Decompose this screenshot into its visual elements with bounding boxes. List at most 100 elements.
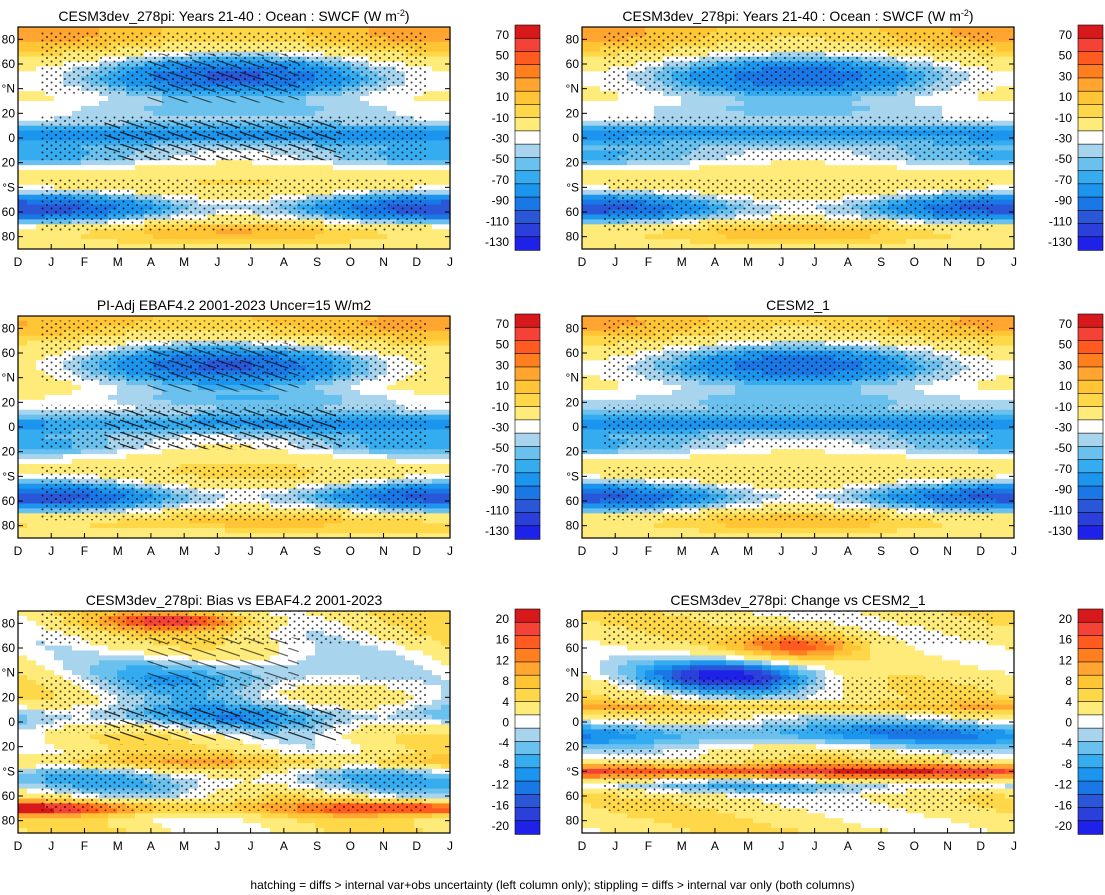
heatmap-cell [45,239,55,245]
heatmap-cell [441,170,451,176]
heatmap-cell [609,91,619,97]
heatmap-cell [333,316,343,322]
heatmap-cell [915,96,925,102]
heatmap-cell [405,110,415,117]
heatmap-cell [324,110,334,117]
heatmap-cell [789,160,799,166]
heatmap-cell [735,165,745,171]
heatmap-cell [288,160,298,166]
heatmap-cell [591,86,601,92]
heatmap-cell [591,184,601,191]
heatmap-cell [996,239,1006,245]
heatmap-cell [735,170,745,176]
heatmap-cell [315,165,325,171]
heatmap-cell [591,51,601,58]
heatmap-cell [63,170,73,176]
heatmap-cell [441,27,451,33]
colorbar-swatch [514,143,541,159]
heatmap-cell [18,244,28,250]
heatmap-cell [825,27,835,33]
heatmap-cell [960,175,970,181]
heatmap-cell [162,239,172,245]
heatmap-cell [780,244,790,250]
heatmap-cell [378,175,388,181]
heatmap-cell [843,239,853,245]
heatmap-cell [351,101,361,107]
heatmap-cell [441,101,451,107]
heatmap-cell [582,81,592,87]
heatmap-cell [270,160,280,166]
heatmap-cell [45,91,55,97]
heatmap-cell [645,165,655,171]
heatmap-cell [90,234,100,240]
heatmap-cell [135,96,145,102]
heatmap-cell [996,27,1006,33]
heatmap-cell [708,234,718,240]
heatmap-cell [906,239,916,245]
heatmap-cell [609,239,619,245]
heatmap-cell [663,165,673,171]
heatmap-cell [834,105,844,112]
heatmap-cell [834,170,844,176]
heatmap-cell [387,160,397,166]
heatmap-cell [441,355,451,361]
heatmap-cell [582,31,592,38]
heatmap-cell [441,165,451,171]
heatmap-cell [717,234,727,240]
panel-title: PI-Adj EBAF4.2 2001-2023 Uncer=15 W/m2 [97,297,372,313]
heatmap-cell [45,27,55,33]
heatmap-cell [888,165,898,171]
heatmap-cell [582,140,592,146]
heatmap-cell [351,96,361,102]
heatmap-cell [288,175,298,181]
colorbar-label: 10 [496,90,510,104]
heatmap-cell [609,229,619,235]
heatmap-cell [987,234,997,240]
heatmap-cell [126,244,136,250]
heatmap-cell [1005,120,1015,127]
heatmap-cell [54,27,64,33]
colorbar-swatch [514,24,541,39]
heatmap-cell [306,244,316,250]
heatmap-cell [27,115,37,122]
heatmap-cell [690,165,700,171]
heatmap-cell [351,160,361,166]
heatmap-cell [171,316,181,322]
heatmap-cell [717,96,727,102]
heatmap-cell [816,239,826,245]
heatmap-cell [933,160,943,166]
heatmap-cell [924,175,934,181]
heatmap-cell [189,244,199,250]
heatmap-cell [951,160,961,166]
heatmap-cell [153,239,163,245]
heatmap-cell [897,110,907,117]
heatmap-cell [441,244,451,250]
heatmap-cell [780,27,790,33]
heatmap-cell [81,165,91,171]
heatmap-cell [198,316,208,322]
y-tick-label: 80 [566,230,580,244]
heatmap-cell [609,234,619,240]
heatmap-cell [924,110,934,117]
heatmap-cell [27,360,37,366]
heatmap-cell [252,27,262,33]
heatmap-cell [708,165,718,171]
heatmap-cell [609,27,619,33]
heatmap-cell [978,96,988,102]
heatmap-cell [270,229,280,235]
heatmap-cell [996,81,1006,87]
heatmap-cell [27,120,37,127]
heatmap-cell [369,96,379,102]
heatmap-cell [243,105,253,112]
heatmap-cell [915,239,925,245]
heatmap-cell [582,125,592,132]
y-tick-label: 80 [2,32,16,46]
heatmap-cell [852,96,862,102]
heatmap-cell [117,316,127,322]
heatmap-cell [771,27,781,33]
heatmap-cell [762,175,772,181]
heatmap-cell [852,244,862,250]
heatmap-cell [117,96,127,102]
heatmap-cell [663,105,673,112]
heatmap-cell [198,160,208,166]
